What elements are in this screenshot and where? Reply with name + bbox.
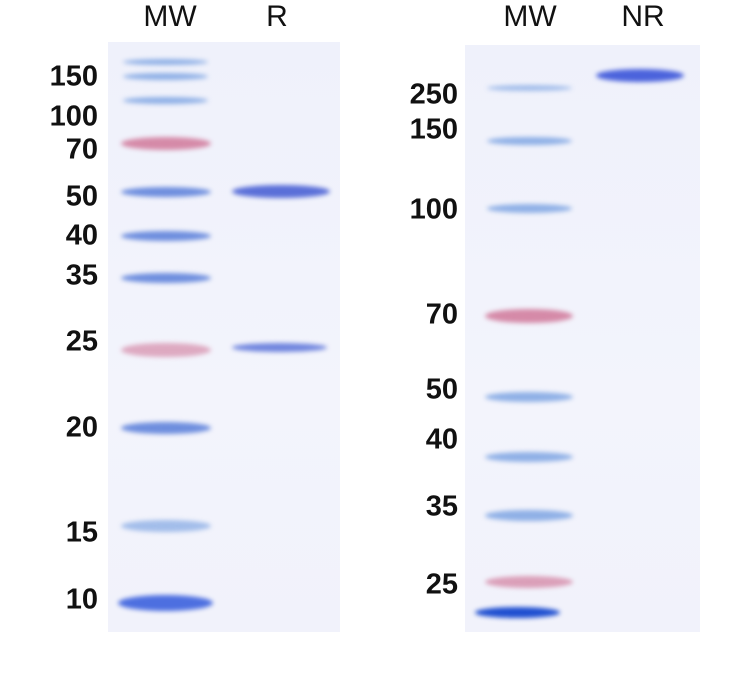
gel-band — [475, 607, 560, 618]
marker-label: 20 — [65, 411, 98, 444]
gel-band — [123, 97, 208, 104]
marker-label: 150 — [49, 60, 98, 93]
gel-band — [123, 73, 208, 80]
marker-label: 150 — [409, 113, 458, 146]
marker-label: 40 — [425, 423, 458, 456]
gel-band — [485, 392, 573, 402]
marker-label: 100 — [409, 193, 458, 226]
gel-right — [465, 45, 700, 632]
marker-label: 70 — [65, 133, 98, 166]
marker-label: 25 — [425, 568, 458, 601]
lane-header-r: R — [266, 0, 288, 33]
gel-band — [121, 520, 211, 532]
gel-band — [121, 137, 211, 150]
marker-label: 100 — [49, 100, 98, 133]
gel-band — [121, 187, 211, 197]
marker-label: 40 — [65, 219, 98, 252]
gel-band — [118, 595, 213, 611]
gel-band — [485, 576, 573, 588]
marker-label: 35 — [65, 259, 98, 292]
marker-label: 50 — [65, 180, 98, 213]
marker-label: 50 — [425, 373, 458, 406]
marker-label: 25 — [65, 325, 98, 358]
gel-band — [596, 69, 684, 82]
marker-label: 15 — [65, 516, 98, 549]
gel-band — [121, 343, 211, 357]
gel-band — [121, 273, 211, 283]
gel-left — [108, 42, 340, 632]
gel-band — [487, 137, 572, 145]
gel-band — [232, 185, 330, 198]
marker-label: 10 — [65, 583, 98, 616]
marker-label: 35 — [425, 490, 458, 523]
gel-band — [485, 309, 573, 323]
lane-header-nr: NR — [621, 0, 665, 33]
gel-band — [487, 204, 572, 213]
gel-band — [485, 510, 573, 521]
lane-header-mw-left: MW — [143, 0, 197, 33]
gel-band — [121, 422, 211, 434]
gel-band — [121, 231, 211, 241]
marker-label: 250 — [409, 78, 458, 111]
gel-band — [487, 85, 572, 91]
gel-band — [232, 343, 327, 352]
gel-band — [485, 452, 573, 462]
lane-header-mw-right: MW — [503, 0, 557, 33]
gel-band — [123, 59, 208, 65]
marker-label: 70 — [425, 298, 458, 331]
